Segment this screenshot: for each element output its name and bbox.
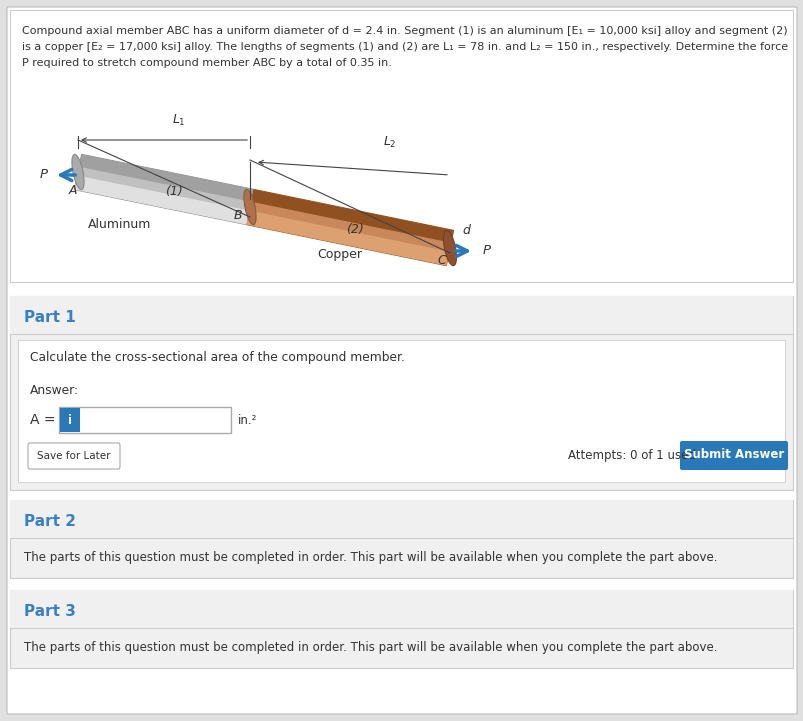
FancyBboxPatch shape [10,296,792,334]
Polygon shape [75,154,253,225]
Text: Part 1: Part 1 [24,311,75,325]
Text: (2): (2) [346,223,364,236]
FancyBboxPatch shape [10,500,792,578]
FancyBboxPatch shape [679,441,787,470]
Text: Compound axial member ABC has a uniform diameter of d = 2.4 in. Segment (1) is a: Compound axial member ABC has a uniform … [22,26,787,36]
Ellipse shape [243,190,256,225]
Text: $L_2$: $L_2$ [383,135,397,150]
Text: Save for Later: Save for Later [37,451,111,461]
Polygon shape [251,190,453,243]
Text: Calculate the cross-sectional area of the compound member.: Calculate the cross-sectional area of th… [30,352,405,365]
Text: P required to stretch compound member ABC by a total of 0.35 in.: P required to stretch compound member AB… [22,58,391,68]
Text: d: d [462,224,469,237]
FancyBboxPatch shape [60,408,80,432]
FancyBboxPatch shape [28,443,120,469]
Text: in.²: in.² [238,414,257,427]
Text: Attempts: 0 of 1 used: Attempts: 0 of 1 used [567,449,695,462]
Polygon shape [246,211,449,265]
Polygon shape [246,190,453,265]
Text: i: i [68,414,72,427]
Polygon shape [75,175,249,225]
Text: P: P [40,167,48,180]
Text: is a copper [E₂ = 17,000 ksi] alloy. The lengths of segments (1) and (2) are L₁ : is a copper [E₂ = 17,000 ksi] alloy. The… [22,42,787,52]
Text: Submit Answer: Submit Answer [683,448,783,461]
FancyBboxPatch shape [10,590,792,628]
FancyBboxPatch shape [10,590,792,668]
FancyBboxPatch shape [10,296,792,490]
Text: Part 2: Part 2 [24,515,76,529]
Text: Part 3: Part 3 [24,604,75,619]
Text: B: B [234,209,242,222]
Text: C: C [437,254,446,267]
Text: Aluminum: Aluminum [88,218,152,231]
Text: A: A [69,184,77,197]
FancyBboxPatch shape [10,10,792,282]
Text: A =: A = [30,413,55,427]
Text: Copper: Copper [317,248,362,261]
Text: $L_1$: $L_1$ [172,113,185,128]
Text: P: P [483,244,491,257]
FancyBboxPatch shape [10,500,792,538]
Text: Answer:: Answer: [30,384,79,397]
Text: (1): (1) [165,185,182,198]
Ellipse shape [71,154,84,190]
Text: The parts of this question must be completed in order. This part will be availab: The parts of this question must be compl… [24,642,716,655]
Ellipse shape [443,230,456,265]
Text: The parts of this question must be completed in order. This part will be availab: The parts of this question must be compl… [24,552,716,565]
FancyBboxPatch shape [18,340,784,482]
FancyBboxPatch shape [7,7,796,714]
Polygon shape [79,154,253,202]
FancyBboxPatch shape [59,407,230,433]
